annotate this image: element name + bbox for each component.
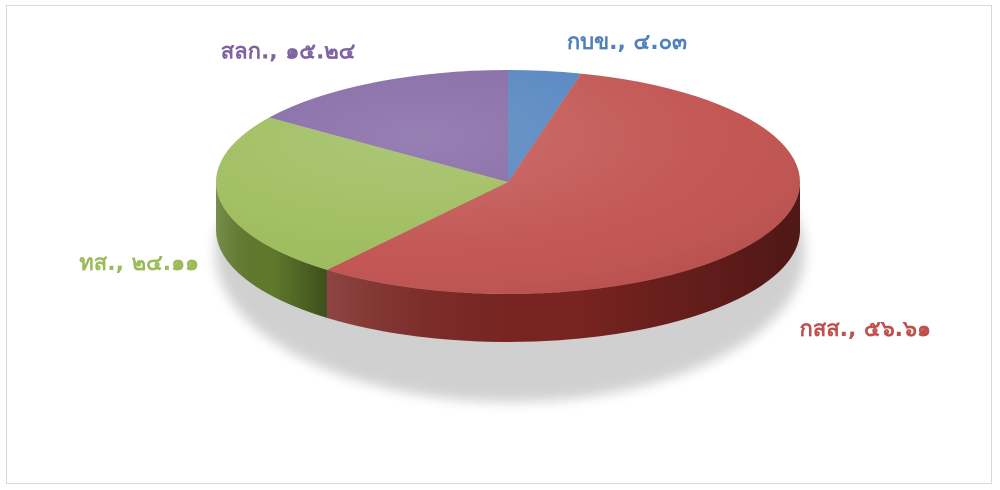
pie-sides: [216, 182, 801, 342]
slice-label-1: กบข., ๔.๐๓: [567, 30, 687, 55]
pie-tops: [215, 70, 800, 294]
pie-side-shade-3: [216, 182, 327, 318]
slice-label-3: ทส., ๒๔.๑๑: [79, 251, 199, 276]
slice-label-2: กสส., ๕๖.๖๑: [800, 317, 931, 342]
pie-side-shade-2: [326, 182, 801, 342]
slice-label-4: สลก., ๑๕.๒๔: [221, 40, 356, 65]
pie-top-highlight: [216, 70, 800, 294]
